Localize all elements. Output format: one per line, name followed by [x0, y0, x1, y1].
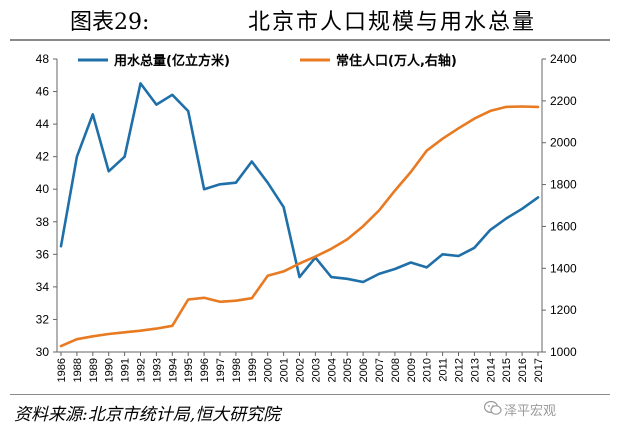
legend-label: 用水总量(亿立方米) — [113, 53, 230, 69]
y-left-tick-label: 38 — [36, 215, 50, 229]
x-tick-label: 1990 — [104, 358, 116, 382]
y-right-tick-label: 2400 — [550, 52, 577, 66]
x-tick-label: 2007 — [374, 358, 386, 382]
y-left-tick-label: 46 — [36, 85, 50, 99]
x-tick-label: 1997 — [215, 358, 227, 382]
x-tick-label: 1986 — [56, 358, 68, 382]
y-left-tick-label: 32 — [36, 312, 50, 326]
x-tick-label: 2008 — [390, 358, 402, 382]
watermark: 泽平宏观 — [504, 404, 557, 419]
x-tick-label: 1993 — [151, 358, 163, 382]
x-tick-label: 2003 — [310, 358, 322, 382]
y-left-tick-label: 34 — [36, 280, 50, 294]
x-tick-label: 2004 — [326, 358, 338, 382]
bottom-rule — [10, 394, 610, 395]
y-right-tick-label: 1200 — [550, 303, 577, 317]
x-tick-label: 2013 — [469, 358, 481, 382]
x-tick-label: 1995 — [183, 358, 195, 382]
series-line-water-usage — [59, 82, 540, 284]
figure-header: 图表29: 北京市人口规模与用水总量 — [0, 0, 620, 40]
y-left-tick-label: 40 — [36, 182, 50, 196]
y-right-tick-label: 1000 — [550, 345, 577, 359]
y-right-tick-label: 1800 — [550, 178, 577, 192]
x-tick-label: 1999 — [247, 358, 259, 382]
x-tick-label: 2016 — [517, 358, 529, 382]
chart-area: 30 32 34 36 38 40 42 44 46 48 1000 1200 1400 1600 1800… — [36, 52, 577, 382]
x-tick-label: 2010 — [422, 358, 434, 382]
top-rule — [10, 39, 610, 41]
chart-title: 北京市人口规模与用水总量 — [248, 10, 537, 35]
y-left-tick-label: 30 — [36, 345, 50, 359]
x-tick-label: 1991 — [120, 358, 132, 382]
x-tick-label: 1998 — [231, 358, 243, 382]
legend-label: 常住人口(万人,右轴) — [336, 53, 457, 69]
wechat-icon — [484, 400, 502, 415]
x-tick-label: 2009 — [406, 358, 418, 382]
x-tick-label: 2005 — [342, 358, 354, 382]
y-right-tick-label: 2000 — [550, 136, 577, 150]
x-tick-label: 2011 — [438, 358, 450, 382]
y-left-tick-label: 42 — [36, 150, 50, 164]
x-tick-label: 2017 — [533, 358, 545, 382]
x-tick-label: 1996 — [199, 358, 211, 382]
y-right-tick-label: 1400 — [550, 261, 577, 275]
x-tick-label: 2002 — [295, 358, 307, 382]
x-tick-label: 1988 — [72, 358, 84, 382]
x-tick-label: 1989 — [88, 358, 100, 382]
y-right-tick-label: 1600 — [550, 219, 577, 233]
x-tick-label: 2006 — [358, 358, 370, 382]
figure-label: 图表29: — [70, 10, 150, 35]
x-tick-label: 2012 — [454, 358, 466, 382]
x-tick-label: 2001 — [279, 358, 291, 382]
y-right-tick-label: 2200 — [550, 94, 577, 108]
y-left-tick-label: 48 — [36, 52, 50, 66]
series-line-population — [59, 105, 540, 348]
y-left-tick-label: 36 — [36, 247, 50, 261]
x-tick-label: 2000 — [263, 358, 275, 382]
x-tick-label: 1992 — [136, 358, 148, 382]
x-tick-label: 1994 — [167, 358, 179, 382]
source-note: 资料来源:北京市统计局,恒大研究院 — [14, 405, 281, 425]
x-tick-label: 2015 — [501, 358, 513, 382]
y-left-tick-label: 44 — [36, 117, 50, 131]
x-tick-label: 2014 — [485, 358, 497, 382]
